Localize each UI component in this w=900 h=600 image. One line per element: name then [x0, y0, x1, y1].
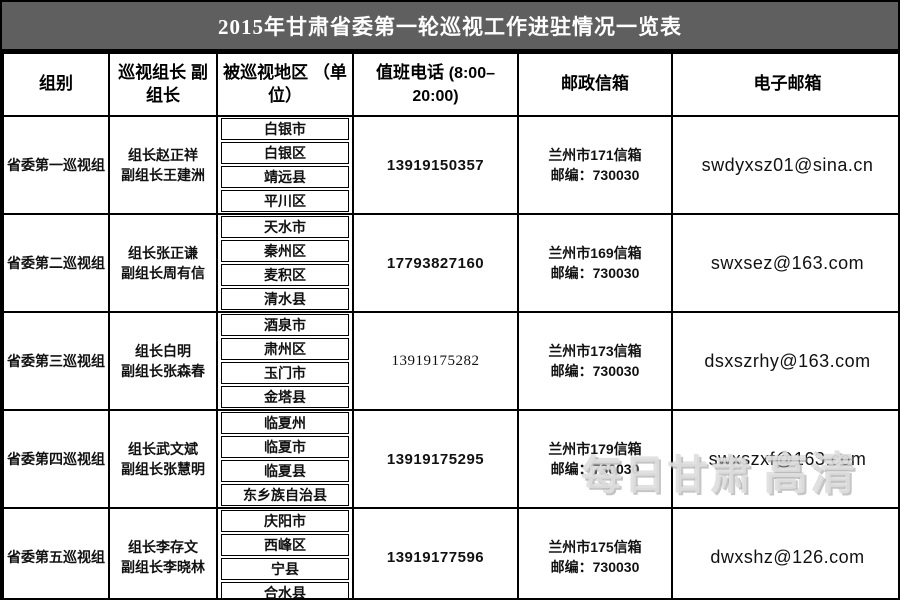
region-item: 平川区	[221, 190, 349, 212]
postal-code: 邮编：730030	[550, 559, 640, 575]
group-cell: 省委第二巡视组	[2, 213, 110, 313]
leaders-cell: 组长赵正祥 副组长王建洲	[108, 115, 218, 215]
region-item: 玉门市	[221, 362, 349, 384]
mailbox-address: 兰州市169信箱	[548, 244, 642, 261]
duty-phone-cell: 13919175295	[352, 409, 519, 509]
region-item: 靖远县	[221, 166, 349, 188]
region-item: 金塔县	[221, 386, 349, 408]
leader-name: 组长白明	[135, 342, 191, 359]
table-row: 省委第三巡视组 组长白明 副组长张森春 酒泉市 肃州区 玉门市 金塔县 1391…	[2, 311, 898, 411]
col-header-email: 电子邮箱	[671, 52, 898, 117]
postal-mailbox-cell: 兰州市175信箱 邮编：730030	[517, 507, 673, 598]
postal-mailbox-cell: 兰州市173信箱 邮编：730030	[517, 311, 673, 411]
leaders-cell: 组长武文斌 副组长张慧明	[108, 409, 218, 509]
region-item: 白银市	[221, 118, 349, 140]
leader-name: 组长赵正祥	[128, 146, 198, 163]
postal-mailbox-cell: 兰州市169信箱 邮编：730030	[517, 213, 673, 313]
region-item: 天水市	[221, 216, 349, 238]
group-cell: 省委第三巡视组	[2, 311, 110, 411]
leader-name: 组长李存文	[128, 538, 198, 555]
page-title: 2015年甘肃省委第一轮巡视工作进驻情况一览表	[218, 14, 682, 39]
deputy-leader-name: 副组长周有信	[121, 265, 205, 281]
inspection-table: 组别 巡视组长 副组长 被巡视地区 （单位） 值班电话 (8:00–20:00)…	[2, 52, 898, 598]
col-header-phone: 值班电话 (8:00–20:00)	[352, 52, 519, 117]
leader-name: 组长武文斌	[128, 440, 198, 457]
region-item: 临夏县	[221, 460, 349, 482]
deputy-leader-name: 副组长李晓林	[121, 559, 205, 575]
mailbox-address: 兰州市173信箱	[548, 342, 642, 359]
col-header-mailbox: 邮政信箱	[517, 52, 673, 117]
deputy-leader-name: 副组长张慧明	[121, 461, 205, 477]
postal-mailbox-cell: 兰州市171信箱 邮编：730030	[517, 115, 673, 215]
region-item: 白银区	[221, 142, 349, 164]
region-item: 宁县	[221, 558, 349, 580]
email-cell: dwxshz@126.com	[671, 507, 898, 598]
region-item: 秦州区	[221, 240, 349, 262]
regions-cell: 白银市 白银区 靖远县 平川区	[216, 115, 354, 215]
region-item: 西峰区	[221, 534, 349, 556]
mailbox-address: 兰州市171信箱	[548, 146, 642, 163]
leaders-cell: 组长张正谦 副组长周有信	[108, 213, 218, 313]
duty-phone-cell: 17793827160	[352, 213, 519, 313]
regions-cell: 庆阳市 西峰区 宁县 合水县	[216, 507, 354, 598]
title-bar: 2015年甘肃省委第一轮巡视工作进驻情况一览表	[2, 2, 898, 52]
phone-number: 13919177596	[386, 548, 485, 566]
postal-code: 邮编：730030	[550, 363, 640, 379]
group-cell: 省委第四巡视组	[2, 409, 110, 509]
group-cell: 省委第一巡视组	[2, 115, 110, 215]
region-item: 酒泉市	[221, 314, 349, 336]
phone-number: 13919175295	[386, 450, 485, 468]
phone-number: 17793827160	[386, 254, 485, 272]
email-cell: swxszxf@163.com	[671, 409, 898, 509]
duty-phone-cell: 13919177596	[352, 507, 519, 598]
col-header-leaders: 巡视组长 副组长	[108, 52, 218, 117]
postal-code: 邮编：730030	[550, 167, 640, 183]
region-item: 临夏市	[221, 436, 349, 458]
table-row: 省委第二巡视组 组长张正谦 副组长周有信 天水市 秦州区 麦积区 清水县 177…	[2, 213, 898, 313]
group-cell: 省委第五巡视组	[2, 507, 110, 598]
table-row: 省委第四巡视组 组长武文斌 副组长张慧明 临夏州 临夏市 临夏县 东乡族自治县 …	[2, 409, 898, 509]
region-item: 肃州区	[221, 338, 349, 360]
region-item: 合水县	[221, 582, 349, 598]
col-header-group: 组别	[2, 52, 110, 117]
regions-cell: 酒泉市 肃州区 玉门市 金塔县	[216, 311, 354, 411]
mailbox-address: 兰州市179信箱	[548, 440, 642, 457]
region-item: 清水县	[221, 288, 349, 310]
email-cell: dsxszrhy@163.com	[671, 311, 898, 411]
deputy-leader-name: 副组长王建洲	[121, 167, 205, 183]
regions-cell: 天水市 秦州区 麦积区 清水县	[216, 213, 354, 313]
duty-phone-cell: 13919175282	[352, 311, 519, 411]
col-header-regions: 被巡视地区 （单位）	[216, 52, 354, 117]
leader-name: 组长张正谦	[128, 244, 198, 261]
leaders-cell: 组长李存文 副组长李晓林	[108, 507, 218, 598]
duty-phone-cell: 13919150357	[352, 115, 519, 215]
phone-number: 13919150357	[386, 156, 485, 174]
region-item: 东乡族自治县	[221, 484, 349, 506]
leaders-cell: 组长白明 副组长张森春	[108, 311, 218, 411]
regions-cell: 临夏州 临夏市 临夏县 东乡族自治县	[216, 409, 354, 509]
region-item: 临夏州	[221, 412, 349, 434]
region-item: 麦积区	[221, 264, 349, 286]
postal-code: 邮编：730030	[550, 265, 640, 281]
postal-code: 邮编：730030	[550, 461, 640, 477]
email-cell: swdyxsz01@sina.cn	[671, 115, 898, 215]
header-row: 组别 巡视组长 副组长 被巡视地区 （单位） 值班电话 (8:00–20:00)…	[2, 52, 898, 117]
deputy-leader-name: 副组长张森春	[121, 363, 205, 379]
phone-number: 13919175282	[391, 352, 480, 369]
email-cell: swxsez@163.com	[671, 213, 898, 313]
table-row: 省委第一巡视组 组长赵正祥 副组长王建洲 白银市 白银区 靖远县 平川区 139…	[2, 115, 898, 215]
mailbox-address: 兰州市175信箱	[548, 538, 642, 555]
region-item: 庆阳市	[221, 510, 349, 532]
postal-mailbox-cell: 兰州市179信箱 邮编：730030	[517, 409, 673, 509]
table-row: 省委第五巡视组 组长李存文 副组长李晓林 庆阳市 西峰区 宁县 合水县 1391…	[2, 507, 898, 598]
